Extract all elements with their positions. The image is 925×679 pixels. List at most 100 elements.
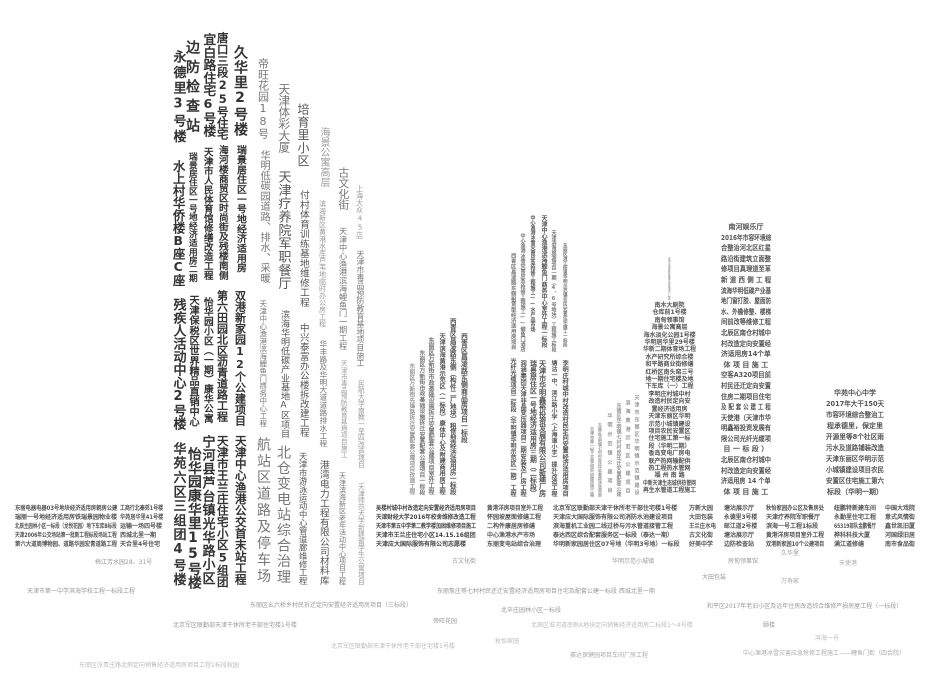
text-line: 双港新家园10个公建项目: [766, 541, 825, 548]
text-line: 河国绿旧居: [885, 532, 916, 539]
text-line: 纽鹏特新建车间: [834, 505, 877, 512]
text-line: 水产研究所综合楼: [645, 353, 694, 361]
text-line: 段（华明二期）: [648, 442, 691, 450]
text-line: 热工程热水管网: [648, 464, 691, 472]
text-line: 北辰区南仓村城中: [721, 328, 771, 337]
vertical-label: 天津中心渔港滨海鲤鱼门商务中心工程: [258, 300, 268, 427]
text-line: 运输一场四号楼: [120, 523, 163, 530]
text-line: 瑞丽一号地经济适用房铁瑞景园物业楼: [15, 514, 118, 521]
text-line: 滨海华明低碳产业基: [721, 286, 771, 295]
text-line: 天津市第五中学第二教学楼加固维修项目施工: [376, 523, 477, 530]
text-line: 新 道 西 侧 工 程: [721, 275, 772, 284]
vertical-label: 天津市滨海新区黄港生态区项目一标段: [667, 257, 671, 300]
vertical-label: 培育里小区: [296, 103, 310, 167]
vertical-label: 光纤光缆项目二标段（华明镇华明示范区一期）工程: [509, 358, 517, 497]
vertical-label: 华明低碳园道路、排水、采暖: [258, 150, 270, 283]
text-line: 天津财经大学2016年校舍维修改造工程: [376, 514, 476, 521]
vertical-label: 怡华园康华里15号楼: [184, 447, 201, 590]
text-line: 意式风情街: [885, 514, 916, 521]
scattered-label: 华明示范小城镇: [612, 558, 655, 565]
vertical-label: 天津市毒品预防教育基地项目施工: [355, 250, 365, 367]
vertical-label: 残疾人活动中心2号楼: [170, 298, 186, 430]
vertical-label: 第六田园北区沥青道路工程: [215, 290, 229, 422]
text-line: 污水及道路铺装改造: [826, 444, 884, 452]
text-line: 香岛变电厂房电: [648, 450, 691, 458]
scattered-label: 帝旺花园: [433, 618, 458, 625]
text-line: 海水淡化公园1号楼: [643, 331, 696, 339]
text-line: 满江道修缮: [834, 541, 865, 548]
vertical-label: 天津市人民体育馆修缮改造工程: [201, 147, 213, 280]
text-line: 古文化街: [689, 532, 714, 539]
vertical-label: 东丽区万新街市政基础设施拆迁安置配套公建项目一标段: [417, 350, 424, 495]
text-line: 黄港洋房项目室外工程: [487, 505, 544, 512]
text-line: 65319部队金鹏餐厅: [834, 523, 876, 530]
text-line: 住房二期项目住宅: [721, 392, 771, 401]
vertical-label: 华苑六区三组团4号楼: [170, 442, 186, 587]
text-line: 2017年大干150天: [826, 400, 885, 408]
vertical-label: 付村体育训练基地维修工程: [297, 190, 309, 307]
vertical-label: 西青区昌凌路东侧商品房项目一标段: [459, 333, 468, 443]
text-line: 程承德里，保定里: [827, 422, 883, 430]
vertical-label: 天津市毒品预防教育基地项目施工: [339, 360, 348, 458]
text-line: 仓库前1号楼: [652, 309, 687, 317]
text-line: 黄港洋房项目室外工程: [766, 532, 825, 539]
vertical-label: 滨海黄港示范区公建项目: [624, 400, 631, 497]
vertical-label: 天津师范大学新建留学生公寓项目: [356, 483, 365, 585]
scattered-label: 北京军区联勤部天津干休所老干部住宅楼1号楼: [331, 643, 455, 650]
text-line: 置经济适用房: [651, 405, 688, 413]
text-line: 天津疗养院军职餐厅: [766, 514, 821, 521]
text-block: 东丽电器电器03号地块经济适用房朝房公建 瑞丽一号地经济适用房铁瑞景园物业楼 北辰主…: [15, 504, 117, 549]
vertical-label: 港湾电力工程有限公司材料库: [317, 460, 329, 585]
text-line: 怀园坡屋面修缮工程: [487, 514, 542, 521]
text-line: 下车库（一）工程: [645, 383, 694, 391]
text-line: 天津东丽区华明: [648, 413, 691, 421]
text-line: 天津东丽区华明示范: [826, 455, 884, 463]
text-line: 华苑中心中学: [834, 389, 876, 397]
text-line: 北京军区联勤部天津干休所老干部住宅楼1号楼: [553, 505, 678, 512]
vertical-label: 天津中心渔港滨海鲤鱼门商务中心室外工程一标段: [540, 215, 548, 348]
text-line: 开源里等8个社区雨: [826, 433, 884, 441]
scattered-label: 北辰区淮河道南侧A地块定向销售经济适用房二标段1～4号楼: [531, 622, 693, 629]
scattered-label: 东丽区张贵庄路北侧定向销售经济适用房项目工程1标段秋园: [79, 662, 239, 669]
text-line: 塘沽展示厅: [724, 505, 755, 512]
text-line: 滨海一号工程1标段: [766, 523, 819, 530]
text-line: 村改造定向安置经: [721, 339, 771, 348]
vertical-label: 东丽区万新街先锋路拆迁安置配套公建项目改造工程: [407, 363, 414, 495]
text-block: 南木大剧院 仓库前1号楼 南甸领事馆 海景公寓高层 海水淡化公园1号楼 华明居华里29号楼…: [643, 302, 696, 495]
text-line: 王兰庄水电: [689, 523, 717, 530]
text-line: 限公司光纤光缆项: [721, 434, 771, 443]
text-line: 桦科科技大厦: [834, 532, 871, 539]
text-block: 塘沽展示厅 永德里3号楼 邮江道2号楼 塘沽展示厅 边防检查站: [724, 504, 757, 549]
text-line: 济适用房 14 个单: [721, 477, 771, 486]
text-block: 秋怡家园办公区及售房处 天津疗养院军职餐厅 滨海一号工程1标段 黄港洋房项目室外工程双…: [766, 504, 824, 549]
scattered-label: 梅江芳水园28、31号: [95, 559, 153, 566]
vertical-label: 久华里2号楼: [232, 45, 248, 137]
text-line: 南河娱乐厅: [728, 223, 764, 231]
text-line: 滨海重机工业园二线过桥与污水管道接管工程: [553, 523, 674, 530]
vertical-label: 东丽区滨江街道华明示范镇农民安置住宅施工一标段: [562, 243, 568, 347]
scattered-label: 东丽詹庄等七村村民还迁安置经济适用房项目住宅及配套公建一标段 西城北里一期: [437, 588, 655, 595]
text-line: 间前改等维修工程: [721, 318, 771, 327]
vertical-label: 海景公寓高层: [318, 127, 329, 187]
vertical-label: 天津市游泳运动中心管道廊维修工程: [298, 452, 309, 585]
vertical-label: 华明示范镇公建项目: [606, 413, 613, 497]
text-line: 标段（华明一期）: [827, 488, 883, 496]
scattered-label: 赛达保健园项目车间厂房工程: [570, 652, 649, 659]
text-line: 改造村民定向安: [648, 398, 691, 406]
text-line: 中心渔港水产市场: [487, 532, 536, 539]
text-block: 吴楼村城中村改造定向安置经济适用房项目 天津财经大学2016年校舍维修改造工程 天津…: [376, 504, 476, 549]
text-line: 华新二期体育场工程: [643, 346, 697, 354]
text-line: 邮江道2号楼: [724, 523, 758, 530]
text-line: 地一期住宅楼及地: [645, 376, 694, 384]
text-line: 西城北里一期: [120, 532, 157, 539]
text-block: 工商行北秦郊1号楼 华苑居华里41号楼 运输一场四号楼 西城北里一期 天合里4号住宅: [120, 504, 163, 549]
text-line: 再生水管道工程施工: [643, 487, 697, 495]
text-block: 华苑中心中学 2017年大干150天 市容环境综合整治工 程承德里，保定里 开源里等8个…: [826, 388, 884, 498]
vertical-label: 双港新家园12个公建项目: [233, 290, 247, 426]
text-line: 华明新家园居住区07号地（华明3号地）一标段: [553, 541, 680, 548]
text-line: 秋怡家园办公区及售房处: [766, 505, 825, 512]
text-block: 黄港洋房项目室外工程 怀园坡屋面修缮工程 二构件康居房修缮 中心渔港水产市场 东丽变电站…: [487, 504, 543, 549]
scattered-label: 房甸领事馆: [728, 558, 759, 565]
vertical-label: 天津疗养院军职餐厅: [275, 170, 291, 290]
text-line: 地门窗打胶、屋面防: [721, 297, 771, 306]
